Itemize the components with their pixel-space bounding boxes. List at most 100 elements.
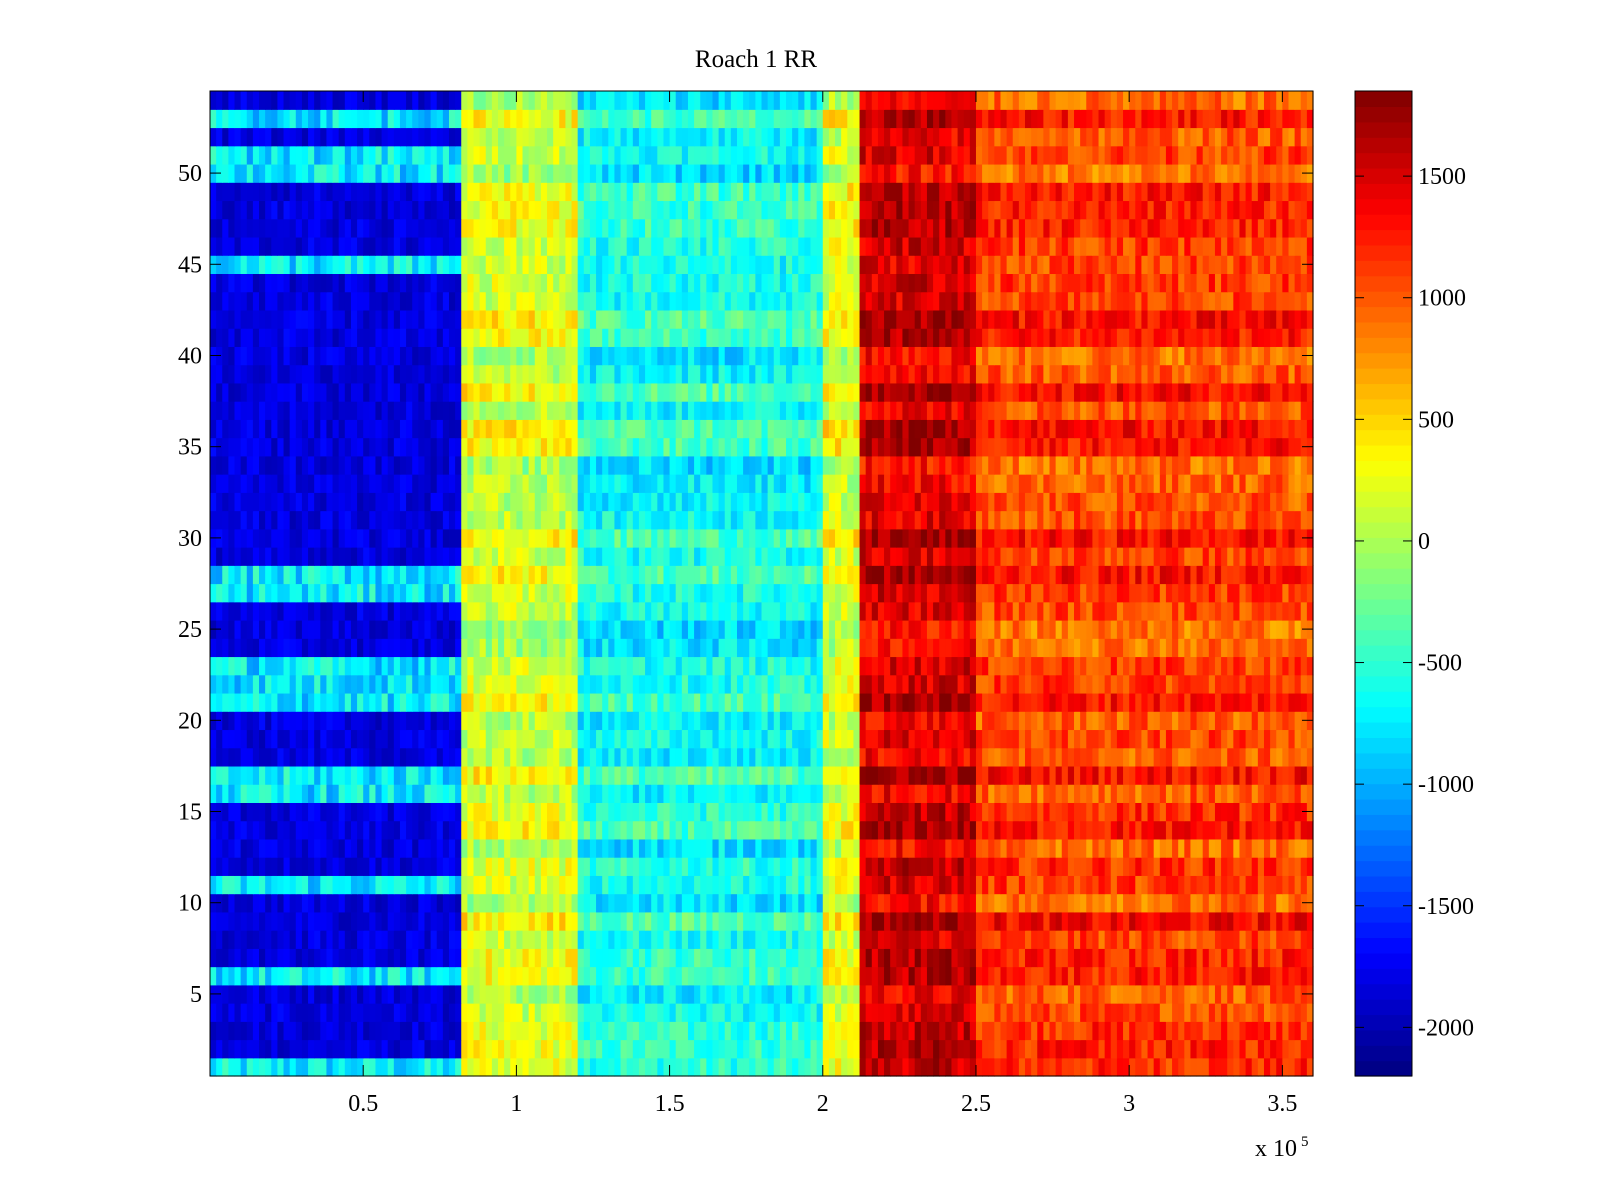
heatmap-cell <box>1251 820 1259 840</box>
heatmap-cell <box>1153 656 1161 676</box>
heatmap-cell <box>614 966 622 986</box>
heatmap-cell <box>822 893 830 913</box>
heatmap-cell <box>712 1003 720 1022</box>
heatmap-cell <box>1129 966 1136 986</box>
heatmap-cell <box>681 711 689 731</box>
heatmap-cell <box>246 565 254 585</box>
heatmap-cell <box>749 601 756 621</box>
heatmap-cell <box>1221 948 1228 968</box>
heatmap-cell <box>896 619 904 639</box>
heatmap-cell <box>1049 1021 1057 1041</box>
heatmap-cell <box>295 638 303 658</box>
heatmap-cell <box>1270 1021 1277 1041</box>
heatmap-cell <box>939 984 946 1004</box>
heatmap-cell <box>448 820 456 840</box>
heatmap-cell <box>295 711 303 731</box>
heatmap-cell <box>424 747 432 767</box>
heatmap-cell <box>1141 1039 1149 1059</box>
heatmap-cell <box>1276 674 1283 694</box>
heatmap-cell <box>626 1039 634 1059</box>
heatmap-cell <box>1159 857 1167 876</box>
heatmap-cell <box>1257 692 1265 712</box>
heatmap-cell <box>1043 802 1051 822</box>
heatmap-cell <box>1288 875 1296 895</box>
heatmap-cell <box>387 1003 395 1022</box>
heatmap-cell <box>1055 911 1063 931</box>
heatmap-cell <box>430 711 438 731</box>
heatmap-cell <box>1165 875 1173 895</box>
heatmap-cell <box>1306 1039 1314 1059</box>
heatmap-cell <box>412 619 419 639</box>
heatmap-cell <box>975 930 983 949</box>
heatmap-cell <box>835 930 842 949</box>
heatmap-cell <box>645 893 652 913</box>
heatmap-cell <box>448 747 456 767</box>
heatmap-cell <box>1006 930 1014 949</box>
heatmap-cell <box>485 765 493 785</box>
heatmap-cell <box>596 692 603 712</box>
heatmap-cell <box>498 674 505 694</box>
heatmap-cell <box>859 948 867 968</box>
heatmap-cell <box>1067 984 1075 1004</box>
heatmap-cell <box>510 911 517 931</box>
heatmap-cell <box>1227 802 1234 822</box>
heatmap-cell <box>1282 1021 1290 1041</box>
heatmap-cell <box>228 565 236 585</box>
heatmap-cell <box>620 565 628 585</box>
heatmap-cell <box>467 1039 475 1059</box>
heatmap-cell <box>933 765 940 785</box>
heatmap-cell <box>1141 893 1149 913</box>
heatmap-cell <box>271 638 279 658</box>
heatmap-cell <box>234 948 242 968</box>
heatmap-cell <box>1245 747 1253 767</box>
heatmap-cell <box>853 966 861 986</box>
heatmap-cell <box>1153 747 1161 767</box>
heatmap-cell <box>534 1057 542 1077</box>
heatmap-cell <box>522 747 530 767</box>
heatmap-cell <box>424 875 432 895</box>
heatmap-cell <box>681 692 689 712</box>
heatmap-cell <box>424 1021 432 1041</box>
heatmap-cell <box>933 601 940 621</box>
heatmap-cell <box>920 893 928 913</box>
heatmap-cell <box>1196 911 1204 931</box>
heatmap-cell <box>412 656 419 676</box>
heatmap-cell <box>926 1003 934 1022</box>
heatmap-cell <box>430 948 438 968</box>
heatmap-cell <box>393 838 401 858</box>
heatmap-cell <box>1092 1039 1100 1059</box>
heatmap-cell <box>344 729 352 749</box>
heatmap-cell <box>271 875 279 895</box>
heatmap-cell <box>430 911 438 931</box>
heatmap-cell <box>902 656 910 676</box>
heatmap-cell <box>387 674 395 694</box>
heatmap-cell <box>663 966 671 986</box>
heatmap-cell <box>559 619 567 639</box>
heatmap-cell <box>485 875 493 895</box>
heatmap-cell <box>565 1039 573 1059</box>
heatmap-cell <box>724 729 732 749</box>
heatmap-cell <box>277 966 285 986</box>
heatmap-cell <box>969 638 977 658</box>
heatmap-cell <box>534 966 542 986</box>
heatmap-cell <box>399 656 407 676</box>
heatmap-cell <box>1257 984 1265 1004</box>
heatmap-cell <box>289 802 297 822</box>
heatmap-cell <box>638 911 646 931</box>
heatmap-cell <box>902 984 910 1004</box>
heatmap-cell <box>1098 692 1106 712</box>
heatmap-cell <box>277 820 285 840</box>
heatmap-cell <box>320 820 328 840</box>
heatmap-cell <box>1147 711 1155 731</box>
heatmap-cell <box>669 857 677 876</box>
heatmap-cell <box>957 1039 965 1059</box>
heatmap-cell <box>687 565 695 585</box>
heatmap-cell <box>1239 838 1247 858</box>
heatmap-cell <box>828 1057 836 1077</box>
heatmap-cell <box>681 747 689 767</box>
heatmap-cell <box>841 948 848 968</box>
heatmap-cell <box>467 674 475 694</box>
heatmap-cell <box>914 802 922 822</box>
heatmap-cell <box>320 1003 328 1022</box>
heatmap-cell <box>602 784 609 803</box>
